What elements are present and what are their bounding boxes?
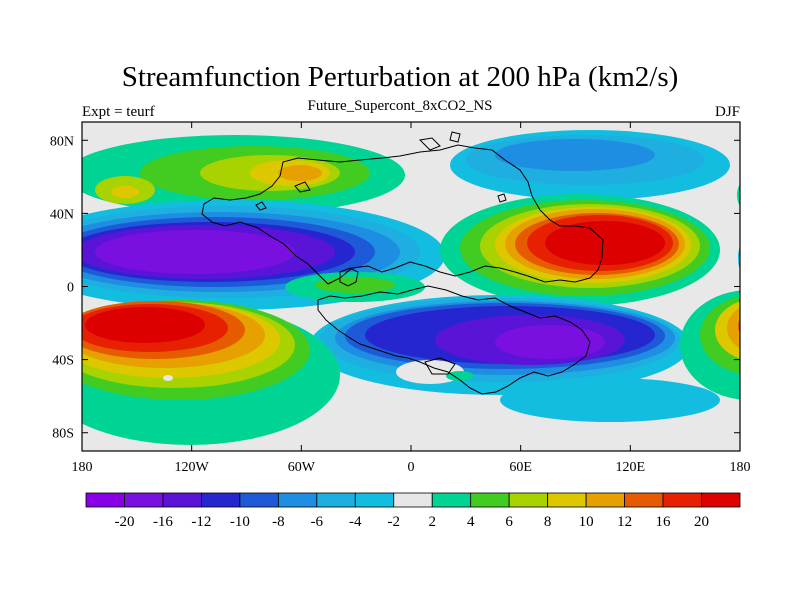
colorbar-swatch xyxy=(547,492,587,508)
colorbar-label: 10 xyxy=(579,514,594,530)
y-axis: 80N 40N 0 40S 80S xyxy=(50,134,740,442)
colorbar-label: 6 xyxy=(505,514,513,530)
contour-fill xyxy=(82,130,740,445)
colorbar-label: -4 xyxy=(349,514,362,530)
plot-title: Streamfunction Perturbation at 200 hPa (… xyxy=(121,61,679,93)
y-tick-label: 40S xyxy=(52,354,74,369)
colorbar-swatch xyxy=(431,492,472,508)
colorbar-swatch xyxy=(316,492,356,508)
y-tick-label: 80N xyxy=(50,134,74,149)
colorbar-label: 8 xyxy=(544,514,552,530)
x-tick-label: 60W xyxy=(288,460,316,475)
edge-blob-negative xyxy=(738,245,740,271)
plot-subtitle: Future_Supercont_8xCO2_NS xyxy=(307,98,493,114)
positive-anomaly-south-east xyxy=(680,290,740,400)
colorbar-label: 2 xyxy=(428,514,436,530)
y-tick-label: 0 xyxy=(67,281,74,296)
positive-anomaly-equatorial xyxy=(285,272,425,302)
colorbar-label: 20 xyxy=(694,514,709,530)
colorbar-swatch xyxy=(508,492,549,508)
colorbar-swatch xyxy=(393,492,433,508)
positive-anomaly-north-asia xyxy=(440,194,720,306)
x-axis: 180 120W 60W 0 60E 120E 180 xyxy=(72,122,751,475)
colorbar-label: -8 xyxy=(272,514,285,530)
continent-north xyxy=(201,144,604,285)
x-tick-label: 120W xyxy=(175,460,210,475)
colorbar-label: -20 xyxy=(114,514,134,530)
colorbar-swatch xyxy=(85,492,125,508)
island-equatorial xyxy=(339,267,359,287)
x-tick-label: 0 xyxy=(408,460,415,475)
colorbar-swatch xyxy=(124,492,164,508)
colorbar-label: -10 xyxy=(230,514,250,530)
edge-blob-positive xyxy=(737,184,740,206)
positive-anomaly-south-west xyxy=(82,300,340,445)
colorbar-swatch xyxy=(624,492,664,508)
arctic-islands xyxy=(255,131,507,211)
season-label: DJF xyxy=(714,104,740,120)
x-tick-label: 60E xyxy=(509,460,532,475)
colorbar-label: -6 xyxy=(311,514,324,530)
colorbar-swatch xyxy=(470,492,510,508)
x-tick-label: 180 xyxy=(72,460,93,475)
colorbar-label: 12 xyxy=(617,514,632,530)
colorbar-label: 4 xyxy=(467,514,475,530)
colorbar-swatch xyxy=(277,492,318,508)
colorbar-label: -2 xyxy=(388,514,401,530)
experiment-label: Expt = teurf xyxy=(82,104,155,120)
colorbar-swatch xyxy=(354,492,395,508)
negative-anomaly-south-edge xyxy=(500,378,720,422)
colorbar: -20 -16 -12 -10 -8 -6 -4 -2 2 4 6 8 10 12 16 20 xyxy=(85,492,741,530)
inner-basin-south xyxy=(424,357,456,375)
colorbar-swatch xyxy=(662,492,702,508)
colorbar-swatch xyxy=(162,492,202,508)
colorbar-swatch xyxy=(585,492,625,508)
colorbar-swatch xyxy=(201,492,241,508)
colorbar-swatch xyxy=(239,492,279,508)
y-tick-label: 80S xyxy=(52,427,74,442)
colorbar-label: -16 xyxy=(153,514,173,530)
x-tick-label: 120E xyxy=(616,460,646,475)
negative-anomaly-south xyxy=(310,295,690,395)
colorbar-swatch xyxy=(701,492,741,508)
negative-anomaly-north-east xyxy=(450,130,730,200)
x-tick-label: 180 xyxy=(730,460,751,475)
continent-south xyxy=(317,285,591,395)
y-tick-label: 40N xyxy=(50,207,74,222)
continent-outlines xyxy=(201,131,604,395)
colorbar-label: -12 xyxy=(191,514,211,530)
colorbar-label: 16 xyxy=(656,514,672,530)
negative-anomaly-north-mid xyxy=(82,200,445,310)
